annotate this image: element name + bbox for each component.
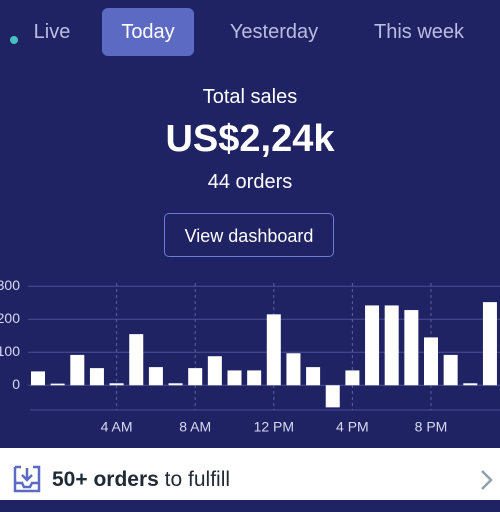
bar — [266, 314, 281, 386]
y-tick-label: 300 — [0, 277, 20, 293]
bar — [109, 383, 124, 386]
summary-orders: 44 orders — [207, 171, 293, 193]
chart: 0 100 200 300 4 AM 8 AM 12 PM 4 PM 8 PM — [0, 277, 500, 435]
bar — [325, 385, 340, 408]
summary-amount: US$2,24k — [165, 118, 335, 160]
bar — [247, 370, 262, 386]
bar — [286, 353, 301, 386]
bar — [384, 305, 399, 386]
fulfill-icon — [13, 465, 41, 493]
tab[interactable]: Yesterday — [229, 21, 319, 43]
bar — [306, 367, 321, 386]
chevron — [481, 470, 493, 490]
summary-label: Total sales — [202, 86, 298, 108]
bar — [207, 356, 222, 386]
bar — [345, 370, 360, 386]
view-dashboard-button[interactable]: View dashboard — [164, 213, 334, 257]
bar — [70, 354, 85, 386]
bar — [482, 302, 497, 386]
fulfill-count: 50+ orders — [52, 468, 159, 491]
bar — [50, 383, 65, 386]
bar — [404, 310, 419, 386]
tab[interactable]: This week — [373, 21, 465, 43]
bar — [129, 334, 144, 386]
x-tick-label: 8 AM — [179, 419, 211, 435]
bar — [168, 383, 183, 386]
tab[interactable]: Live — [33, 21, 71, 43]
y-tick-label: 0 — [12, 376, 20, 392]
fulfill-text: 50+ orders to fulfill — [52, 448, 230, 512]
bar — [89, 368, 104, 386]
bar — [443, 354, 458, 386]
page: Live Today Yesterday This week Total sales … — [0, 8, 500, 500]
x-tick-label: 12 PM — [254, 419, 294, 435]
bar — [148, 367, 163, 386]
bar — [424, 337, 438, 386]
x-tick-label: 4 PM — [336, 419, 369, 435]
x-tick-label: 8 PM — [415, 419, 448, 435]
y-tick-label: 100 — [0, 343, 20, 359]
fulfill-label: to fulfill — [164, 468, 231, 491]
tab-bar: Live Today Yesterday This week — [0, 8, 500, 56]
footer[interactable]: 50+ orders to fulfill — [0, 448, 500, 500]
live-dot — [10, 36, 18, 44]
bar — [227, 370, 242, 386]
bar — [365, 305, 380, 386]
y-tick-label: 200 — [0, 310, 20, 326]
bar — [188, 368, 203, 386]
bar — [463, 383, 478, 386]
tab[interactable]: Today — [102, 8, 194, 56]
bar — [31, 371, 45, 386]
x-tick-label: 4 AM — [101, 419, 133, 435]
